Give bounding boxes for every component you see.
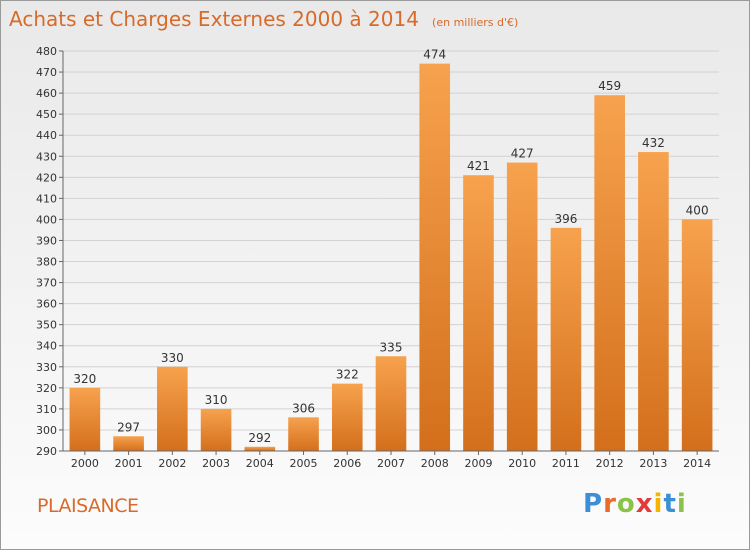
bar-value-label: 396 — [554, 212, 577, 226]
bar-value-label: 330 — [161, 351, 184, 365]
logo-letter: P — [583, 489, 604, 519]
bar-value-label: 335 — [380, 340, 403, 354]
y-tick-label: 460 — [36, 87, 57, 100]
bar-value-label: 459 — [598, 79, 621, 93]
logo-letter: t — [663, 489, 677, 519]
bar-2008 — [419, 63, 451, 451]
bar-2002 — [157, 366, 188, 451]
town-name: PLAISANCE — [37, 495, 139, 517]
y-tick-label: 480 — [36, 45, 57, 58]
y-tick-label: 320 — [36, 382, 57, 395]
bar-2006 — [331, 383, 363, 451]
x-tick-label: 2012 — [596, 457, 624, 470]
x-tick-label: 2005 — [290, 457, 318, 470]
bar-2003 — [200, 408, 232, 451]
x-tick-label: 2013 — [639, 457, 667, 470]
y-tick-label: 410 — [36, 192, 57, 205]
y-tick-label: 290 — [36, 445, 57, 458]
x-tick-label: 2010 — [508, 457, 536, 470]
bar-value-label: 320 — [73, 372, 96, 386]
bar-value-label: 322 — [336, 368, 359, 382]
y-tick-label: 370 — [36, 277, 57, 290]
bar-value-label: 421 — [467, 159, 490, 173]
bar-2012 — [594, 95, 625, 452]
logo-letter: o — [616, 489, 636, 519]
x-tick-label: 2004 — [246, 457, 274, 470]
y-tick-label: 420 — [36, 171, 57, 184]
bar-2010 — [506, 162, 538, 451]
bar-2014 — [681, 219, 713, 451]
bar-value-label: 292 — [248, 431, 271, 445]
y-tick-label: 390 — [36, 234, 57, 247]
bar-value-label: 310 — [205, 393, 228, 407]
logo-letter: r — [603, 489, 617, 519]
bars: 320 297 330 310 292 306 322 335 474 421 427 396 459 4… — [69, 48, 713, 452]
bar-value-label: 400 — [686, 203, 709, 217]
x-tick-label: 2014 — [683, 457, 711, 470]
y-tick-label: 310 — [36, 403, 57, 416]
logo-letter: i — [653, 489, 664, 519]
x-tick-label: 2009 — [464, 457, 492, 470]
y-tick-label: 450 — [36, 108, 57, 121]
y-tick-label: 440 — [36, 129, 57, 142]
y-tick-label: 470 — [36, 66, 57, 79]
x-tick-label: 2007 — [377, 457, 405, 470]
bar-2001 — [113, 436, 144, 451]
bar-value-label: 427 — [511, 147, 534, 161]
logo-letter: i — [676, 489, 687, 519]
bar-2007 — [375, 356, 407, 451]
y-tick-label: 360 — [36, 298, 57, 311]
bar-2011 — [550, 227, 582, 451]
bar-2013 — [638, 152, 669, 452]
proxiti-logo: Proxiti — [583, 489, 687, 519]
logo-letter: x — [635, 489, 654, 519]
x-tick-label: 2011 — [552, 457, 580, 470]
chart-title: Achats et Charges Externes 2000 à 2014 (… — [9, 7, 518, 31]
x-tick-label: 2003 — [202, 457, 230, 470]
y-tick-label: 380 — [36, 256, 57, 269]
x-tick-label: 2000 — [71, 457, 99, 470]
x-tick-label: 2008 — [421, 457, 449, 470]
chart-title-text: Achats et Charges Externes 2000 à 2014 — [9, 7, 419, 31]
bar-2005 — [288, 417, 319, 451]
bar-2004 — [244, 446, 276, 451]
y-axis-ticks: 290 300 310 320 330 340 350 360 370 380 390 400 410 4… — [36, 45, 63, 458]
x-axis-ticks: 2000 2001 2002 2003 2004 2005 2006 2007 2008 2009… — [71, 451, 711, 470]
bar-value-label: 474 — [423, 48, 446, 62]
y-tick-label: 350 — [36, 319, 57, 332]
x-tick-label: 2001 — [115, 457, 143, 470]
y-tick-label: 400 — [36, 213, 57, 226]
y-tick-label: 330 — [36, 361, 57, 374]
chart-unit-text: (en milliers d'€) — [432, 16, 519, 29]
x-tick-label: 2002 — [158, 457, 186, 470]
bar-value-label: 432 — [642, 136, 665, 150]
bar-value-label: 297 — [117, 420, 140, 434]
bar-2009 — [463, 175, 494, 452]
bar-2000 — [69, 387, 101, 451]
bar-value-label: 306 — [292, 401, 315, 415]
x-tick-label: 2006 — [333, 457, 361, 470]
y-tick-label: 300 — [36, 424, 57, 437]
axes — [62, 51, 719, 452]
y-tick-label: 430 — [36, 150, 57, 163]
y-tick-label: 340 — [36, 340, 57, 353]
